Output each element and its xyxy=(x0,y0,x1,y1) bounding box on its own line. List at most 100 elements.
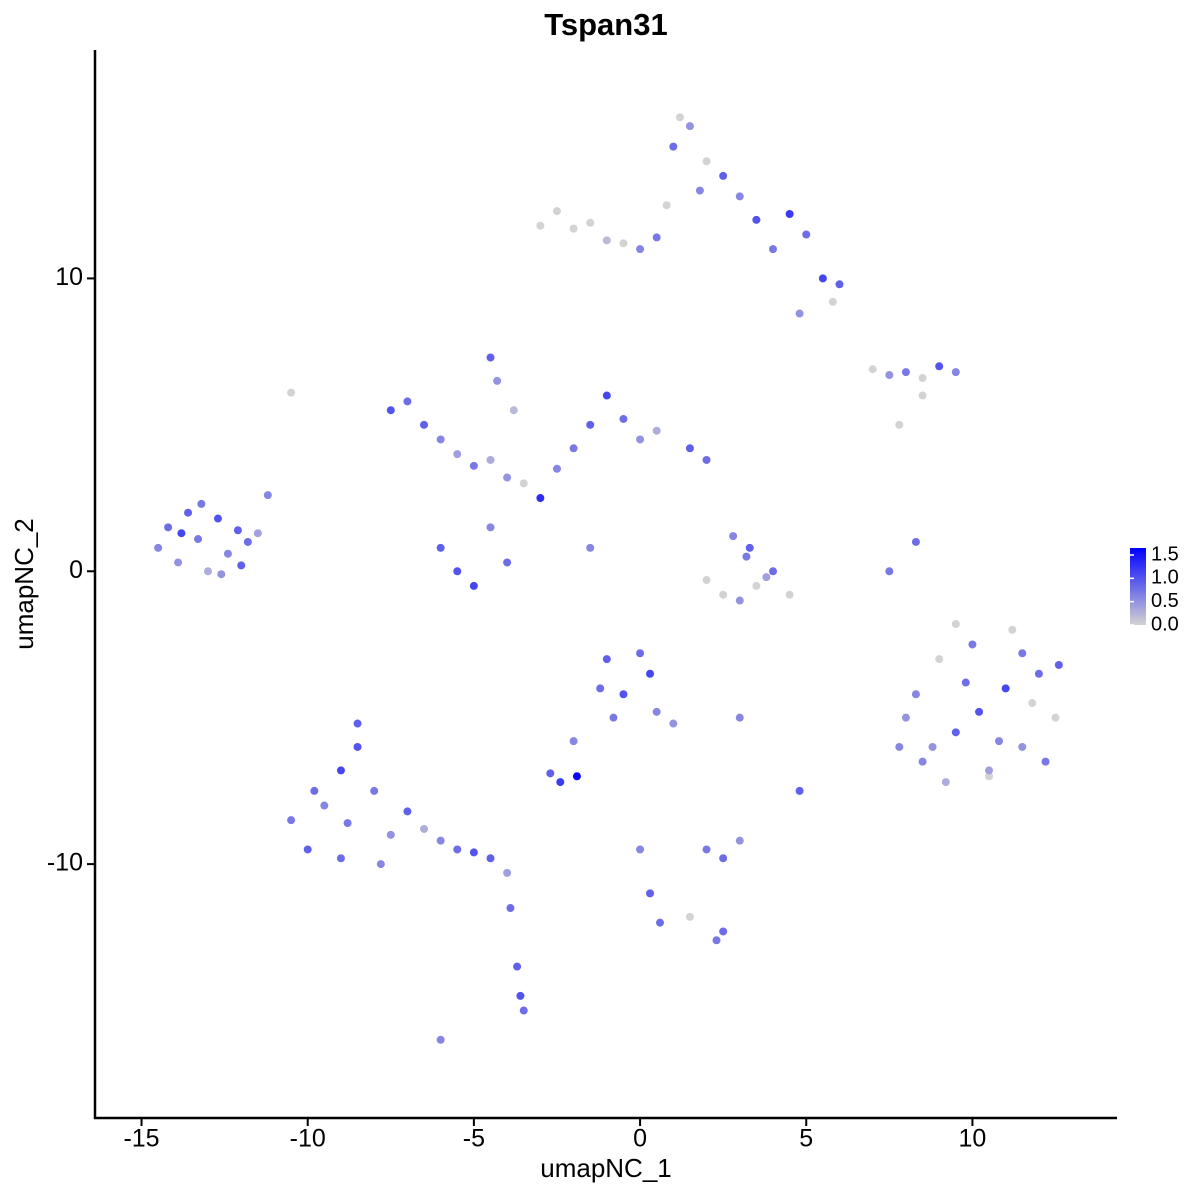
cell-point xyxy=(818,274,827,283)
cell-point xyxy=(636,435,645,444)
cell-point xyxy=(1041,757,1050,766)
cell-point xyxy=(669,719,678,728)
cell-point xyxy=(636,845,645,854)
cell-point xyxy=(436,836,445,845)
cell-point xyxy=(762,573,771,582)
cell-point xyxy=(602,391,611,400)
cell-point xyxy=(802,230,811,239)
cell-point xyxy=(769,245,778,254)
x-tick-label: -5 xyxy=(463,1125,485,1153)
x-tick-label: 0 xyxy=(633,1125,647,1153)
cell-point xyxy=(233,526,242,535)
cell-point xyxy=(1054,660,1063,669)
cell-point xyxy=(719,590,728,599)
cell-point xyxy=(516,991,525,1000)
cell-point xyxy=(536,221,545,230)
cell-point xyxy=(469,848,478,857)
cell-point xyxy=(895,420,904,429)
cell-point xyxy=(652,233,661,242)
cell-point xyxy=(453,845,462,854)
cell-point xyxy=(486,353,495,362)
cell-point xyxy=(436,543,445,552)
cell-point xyxy=(675,113,684,122)
cell-point xyxy=(941,778,950,787)
cell-point xyxy=(918,373,927,382)
cell-point xyxy=(868,365,877,374)
cell-point xyxy=(961,678,970,687)
cell-point xyxy=(935,362,944,371)
cell-point xyxy=(486,523,495,532)
cell-point xyxy=(968,640,977,649)
cell-point xyxy=(785,209,794,218)
cell-point xyxy=(745,543,754,552)
cell-point xyxy=(164,523,173,532)
cell-point xyxy=(436,1035,445,1044)
cell-point xyxy=(619,239,628,248)
cell-point xyxy=(552,464,561,473)
x-tick-label: -15 xyxy=(123,1125,159,1153)
cell-point xyxy=(712,936,721,945)
cell-point xyxy=(223,549,232,558)
cell-point xyxy=(652,426,661,435)
cell-point xyxy=(287,388,296,397)
cell-point xyxy=(636,245,645,254)
cell-point xyxy=(828,297,837,306)
cell-point xyxy=(729,532,738,541)
cell-point xyxy=(702,157,711,166)
cell-point xyxy=(194,535,203,544)
cell-point xyxy=(353,719,362,728)
x-tick-label: 5 xyxy=(799,1125,813,1153)
cell-point xyxy=(386,406,395,415)
cell-point xyxy=(1034,669,1043,678)
cell-point xyxy=(609,713,618,722)
cell-point xyxy=(469,581,478,590)
cell-point xyxy=(572,772,581,781)
cell-point xyxy=(695,186,704,195)
cell-point xyxy=(586,420,595,429)
cell-point xyxy=(536,494,545,503)
cell-point xyxy=(336,766,345,775)
cell-point xyxy=(353,742,362,751)
cell-point xyxy=(403,397,412,406)
cell-point xyxy=(646,889,655,898)
colorbar-label: 1.0 xyxy=(1151,567,1179,589)
cell-point xyxy=(1001,684,1010,693)
cell-point xyxy=(546,769,555,778)
cell-point xyxy=(719,171,728,180)
cell-point xyxy=(486,854,495,863)
x-tick-label: 10 xyxy=(959,1125,987,1153)
chart-title: Tspan31 xyxy=(544,7,667,42)
cell-point xyxy=(895,742,904,751)
cell-point xyxy=(752,581,761,590)
cell-point xyxy=(386,830,395,839)
cell-point xyxy=(503,473,512,482)
cell-point xyxy=(685,122,694,131)
cell-point xyxy=(901,368,910,377)
cell-point xyxy=(343,819,352,828)
cell-point xyxy=(951,619,960,628)
cell-point xyxy=(835,280,844,289)
y-tick-label: 0 xyxy=(69,556,83,584)
cell-point xyxy=(662,201,671,210)
cell-point xyxy=(596,684,605,693)
cell-point xyxy=(785,590,794,599)
cell-point xyxy=(702,455,711,464)
cell-point xyxy=(453,450,462,459)
cell-point xyxy=(586,543,595,552)
cell-point xyxy=(569,737,578,746)
cell-point xyxy=(602,236,611,245)
cell-point xyxy=(376,860,385,869)
cell-point xyxy=(569,224,578,233)
y-axis-title: umapNC_2 xyxy=(9,518,39,650)
cell-point xyxy=(975,707,984,716)
cell-point xyxy=(752,215,761,224)
cell-point xyxy=(154,543,163,552)
cell-point xyxy=(197,499,206,508)
cell-point xyxy=(469,461,478,470)
cell-point xyxy=(995,737,1004,746)
cell-point xyxy=(303,845,312,854)
cell-point xyxy=(506,904,515,913)
colorbar-label: 0.5 xyxy=(1151,590,1179,612)
cell-point xyxy=(652,707,661,716)
cell-point xyxy=(1028,699,1037,708)
